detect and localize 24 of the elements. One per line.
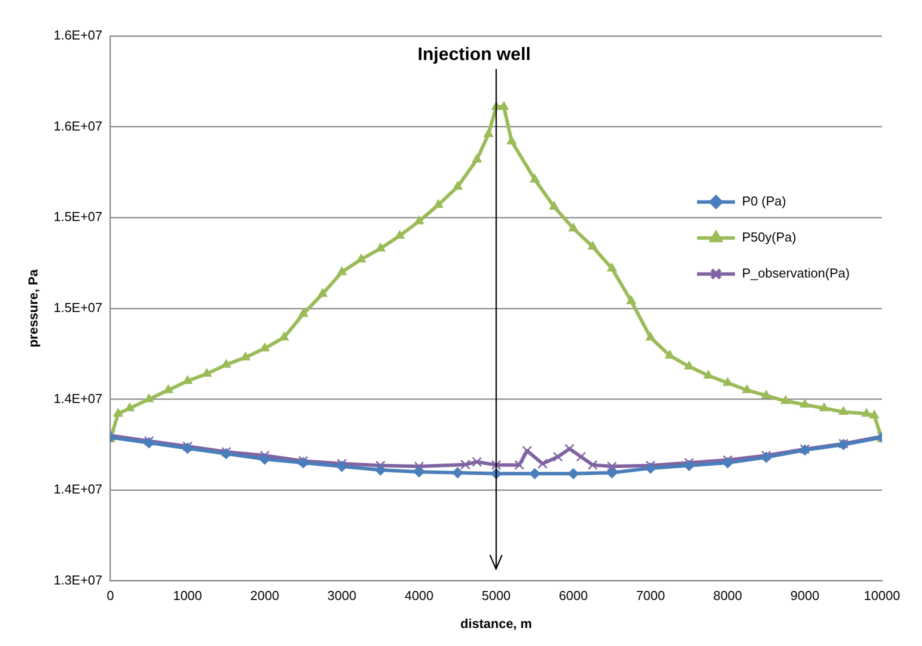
x-tick-label: 7000 (636, 588, 665, 604)
x-tick-label: 9000 (790, 588, 820, 604)
y-tick-label: 1.5E+07 (54, 209, 102, 224)
y-tick-label: 1.4E+07 (54, 390, 102, 406)
legend-label: P50y(Pa) (742, 230, 796, 245)
y-tick-label: 1.4E+07 (54, 482, 102, 497)
x-axis-title: distance, m (460, 616, 532, 631)
x-tick-label: 1000 (173, 588, 202, 604)
x-tick-label: 2000 (250, 588, 280, 604)
x-tick-label: 5000 (482, 588, 511, 604)
x-tick-label: 8000 (713, 588, 742, 604)
y-tick-label: 1.3E+07 (54, 572, 102, 588)
legend-label: P_observation(Pa) (742, 266, 850, 281)
ref-line-label: Injection well (418, 44, 531, 64)
legend-label: P0 (Pa) (742, 194, 786, 209)
y-tick-label: 1.5E+07 (54, 300, 102, 315)
x-tick-label: 4000 (404, 588, 434, 604)
x-tick-label: 3000 (327, 588, 356, 604)
y-axis-title: pressure, Pa (25, 268, 40, 348)
x-tick-label: 6000 (558, 588, 588, 604)
x-tick-label: 10000 (864, 588, 900, 604)
y-tick-label: 1.6E+07 (54, 28, 102, 43)
x-tick-label: 0 (106, 588, 114, 604)
y-tick-label: 1.6E+07 (54, 118, 102, 134)
